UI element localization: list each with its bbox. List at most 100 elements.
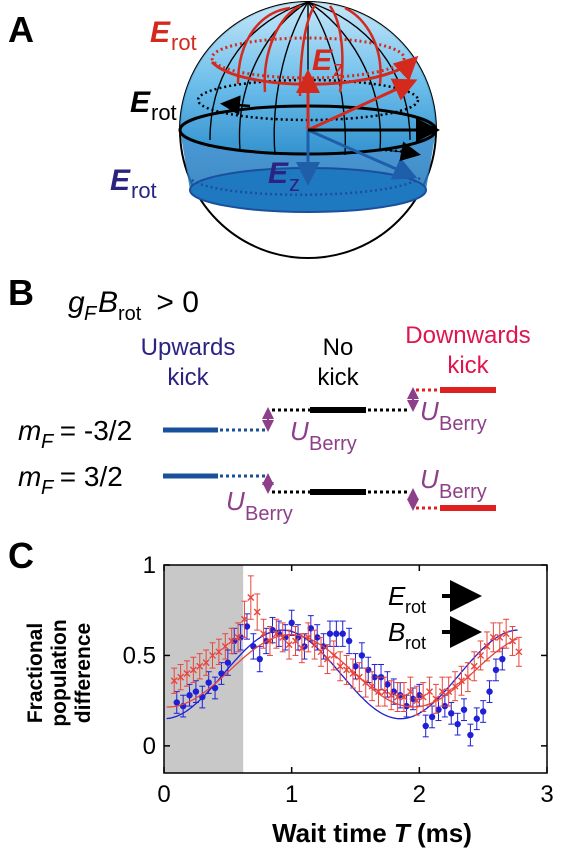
data-point (419, 693, 427, 701)
svg-text:= -3/2: = -3/2 (52, 415, 132, 446)
data-point (339, 630, 346, 637)
svg-text:z: z (333, 56, 344, 81)
upwards-kick-label-2: kick (167, 364, 209, 391)
data-point (381, 688, 389, 696)
data-point (464, 673, 472, 681)
legend-erot: E rot (388, 580, 482, 617)
data-point (311, 641, 319, 649)
data-point (260, 630, 268, 638)
data-point (253, 608, 261, 616)
data-point (387, 691, 395, 699)
data-point (211, 684, 219, 692)
svg-text:F: F (41, 477, 55, 499)
svg-text:rot: rot (405, 633, 426, 653)
mf-label-row1: m F = -3/2 (18, 415, 132, 453)
data-point (486, 688, 493, 695)
label-ez-navy: E z (268, 157, 300, 196)
data-point (352, 663, 359, 670)
data-point (336, 662, 344, 670)
data-point (362, 679, 370, 687)
data-point (432, 695, 440, 703)
panel-label-b: B (8, 272, 34, 313)
data-point (413, 697, 421, 705)
svg-text:Berry: Berry (245, 503, 293, 525)
data-point (435, 706, 442, 713)
data-point (473, 715, 480, 722)
data-point (467, 731, 474, 739)
data-point (479, 708, 487, 715)
label-erot-red: E rot (150, 16, 197, 55)
uberry-label-row1-right: U Berry (420, 396, 487, 435)
svg-text:rot: rot (405, 597, 426, 617)
data-point (409, 695, 417, 703)
energy-levels-row1 (163, 387, 496, 433)
data-point (448, 710, 455, 717)
data-point (323, 655, 331, 663)
data-point (247, 594, 255, 602)
equator-dotted (196, 78, 420, 122)
fit-curve-0 (166, 629, 518, 720)
svg-text:F: F (41, 431, 55, 453)
data-point (371, 673, 378, 681)
downwards-kick-label-2: kick (447, 352, 489, 379)
y-axis-title: Fractional population difference (24, 619, 95, 726)
data-point (221, 642, 229, 650)
data-point (333, 630, 340, 637)
data-point (189, 666, 197, 674)
bloch-sphere (178, 1, 440, 259)
svg-text:Berry: Berry (439, 481, 487, 503)
svg-text:g: g (68, 286, 85, 319)
svg-text:m: m (18, 461, 41, 492)
data-point (400, 693, 408, 701)
svg-text:E: E (110, 164, 131, 197)
erot-blue-vector (307, 128, 418, 180)
data-point (298, 644, 306, 652)
svg-text:E: E (388, 581, 406, 611)
svg-text:F: F (84, 303, 98, 325)
upwards-kick-label-1: Upwards (141, 334, 236, 361)
svg-text:rot: rot (131, 178, 157, 203)
data-point (470, 662, 478, 670)
data-point (454, 720, 461, 728)
data-point (438, 688, 446, 696)
data-point (173, 699, 180, 706)
x-tick-label: 0 (157, 781, 170, 808)
data-point (292, 637, 299, 645)
data-point (240, 615, 248, 623)
fit-curve-1 (166, 633, 518, 708)
svg-text:> 0: > 0 (148, 286, 199, 319)
data-point (390, 688, 397, 695)
energy-levels-row2 (163, 473, 496, 511)
svg-text:E: E (268, 157, 289, 190)
data-point (406, 688, 414, 696)
svg-text:Berry: Berry (309, 433, 357, 455)
data-point (499, 655, 506, 663)
data-point (502, 630, 510, 638)
svg-text:E: E (130, 86, 151, 119)
label-ez-red: E z (312, 44, 344, 81)
data-point (416, 692, 423, 699)
svg-text:U: U (290, 416, 309, 446)
svg-text:B: B (98, 286, 118, 319)
data-point (368, 682, 376, 690)
data-point (422, 722, 429, 730)
data-point (349, 670, 357, 678)
shaded-region (164, 565, 244, 773)
data-point (492, 666, 500, 674)
data-point (205, 679, 212, 686)
black-rotation-arrow-front (379, 141, 421, 162)
x-axis-title: Wait time T (ms) (272, 818, 472, 848)
svg-text:difference: difference (72, 623, 95, 723)
data-point (457, 677, 465, 685)
svg-text:E: E (150, 16, 171, 49)
data-point (358, 652, 366, 659)
svg-text:= 3/2: = 3/2 (52, 461, 123, 492)
svg-text:B: B (388, 617, 405, 647)
data-point (374, 688, 382, 696)
data-point (256, 655, 263, 663)
svg-text:rot: rot (171, 30, 197, 55)
data-point (228, 637, 236, 645)
data-point (272, 630, 280, 638)
svg-text:U: U (226, 486, 245, 516)
